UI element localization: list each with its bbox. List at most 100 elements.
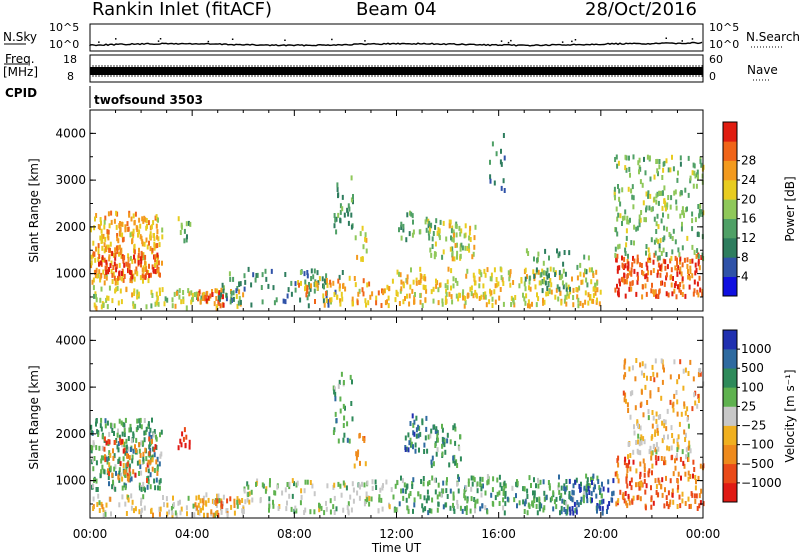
power-gate (478, 268, 481, 274)
power-gate (624, 247, 627, 253)
power-gate (460, 242, 463, 248)
power-gate (441, 301, 444, 307)
power-gate (689, 178, 692, 184)
velocity-gate (457, 488, 460, 494)
power-gate (180, 224, 183, 230)
velocity-gate (412, 444, 414, 450)
velocity-gate (390, 487, 393, 493)
power-gate (489, 174, 492, 180)
power-gate (303, 271, 306, 277)
power-gate (348, 275, 351, 281)
velocity-gate (236, 499, 239, 505)
velocity-gate (571, 489, 574, 495)
power-gate (282, 298, 285, 304)
power-gate (640, 210, 643, 215)
power-gate (205, 295, 208, 301)
power-gate (645, 217, 647, 223)
velocity-gate (452, 502, 454, 508)
velocity-gate (452, 455, 455, 461)
power-gate (694, 173, 697, 179)
power-gate (360, 256, 363, 262)
power-gate (672, 228, 675, 234)
noise-search-point (284, 39, 286, 41)
power-gate (644, 274, 647, 280)
velocity-gate (132, 448, 135, 454)
velocity-gate (564, 509, 567, 514)
velocity-gate (649, 390, 652, 396)
velocity-gate (432, 424, 435, 430)
power-gate (524, 300, 527, 306)
velocity-gate (702, 501, 705, 507)
power-gate (120, 249, 123, 255)
power-gate (621, 187, 624, 193)
power-gate (314, 299, 316, 304)
velocity-gate (454, 460, 457, 466)
velocity-colorbar-cell (723, 444, 737, 465)
velocity-gate (649, 445, 652, 451)
velocity-gate (623, 364, 626, 370)
velocity-gate (146, 462, 149, 468)
power-gate (451, 250, 454, 256)
velocity-gate (628, 366, 631, 372)
velocity-gate (635, 468, 638, 474)
power-gate (580, 279, 583, 285)
velocity-gate (138, 448, 141, 454)
power-gate (661, 280, 664, 286)
velocity-gate (148, 431, 151, 437)
power-gate (347, 211, 350, 217)
velocity-gate (143, 430, 146, 436)
velocity-gate (98, 445, 101, 451)
power-gate (548, 255, 550, 261)
power-gate (641, 269, 644, 275)
power-gate (681, 206, 684, 212)
velocity-gate (353, 463, 356, 469)
velocity-gate (139, 453, 142, 458)
power-gate (699, 156, 702, 162)
power-gate (97, 243, 100, 249)
power-gate (133, 276, 136, 282)
velocity-gate (526, 510, 529, 516)
velocity-gate (443, 438, 446, 444)
power-gate (523, 281, 526, 287)
power-gate (145, 269, 148, 275)
velocity-gate (627, 441, 630, 447)
power-gate (145, 225, 148, 231)
velocity-gate (120, 420, 123, 426)
velocity-gate (148, 436, 151, 442)
velocity-gate (456, 481, 459, 487)
velocity-gate (664, 460, 667, 466)
velocity-gate (559, 495, 562, 501)
power-gate (650, 288, 653, 294)
power-gate (211, 292, 214, 297)
velocity-gate (126, 450, 128, 456)
power-gate (691, 226, 694, 232)
noise-sky-label: N.Sky (3, 30, 38, 44)
velocity-gate (236, 496, 239, 502)
power-gate (458, 225, 461, 231)
velocity-gate (109, 452, 112, 458)
velocity-gate (123, 432, 126, 437)
velocity-gate (402, 495, 405, 501)
power-gate (527, 299, 530, 305)
velocity-gate (668, 446, 671, 452)
velocity-gate (486, 509, 489, 515)
velocity-gate (560, 485, 563, 491)
power-gate (581, 302, 584, 308)
velocity-gate (590, 491, 593, 497)
power-gate (466, 246, 469, 251)
velocity-gate (606, 504, 609, 510)
velocity-gate (198, 510, 201, 516)
velocity-gate (284, 487, 287, 493)
velocity-gate (438, 491, 441, 497)
power-gate (547, 281, 550, 286)
power-gate (107, 211, 110, 217)
power-gate (625, 155, 628, 161)
power-gate (127, 257, 130, 262)
velocity-gate (615, 470, 618, 476)
power-gate (645, 273, 648, 279)
power-gate (108, 223, 111, 229)
power-gate (235, 294, 238, 299)
power-gate (445, 288, 448, 294)
power-gate (451, 246, 454, 252)
velocity-gate (577, 502, 580, 508)
